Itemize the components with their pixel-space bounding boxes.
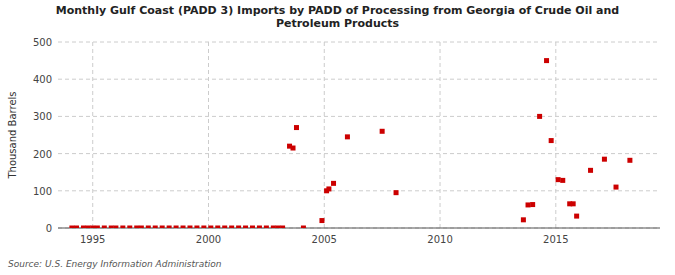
title-line: Monthly Gulf Coast (PADD 3) Imports by P… <box>56 4 619 17</box>
point <box>81 226 86 229</box>
point <box>301 226 306 229</box>
point <box>139 226 144 229</box>
point <box>167 226 172 229</box>
point <box>537 114 542 119</box>
point <box>181 226 186 229</box>
grid-line-y <box>58 116 660 117</box>
point <box>174 226 179 229</box>
x-tick-label: 2010 <box>427 234 452 245</box>
point <box>86 226 91 229</box>
point <box>602 157 607 162</box>
point <box>544 58 549 63</box>
grid-line-y <box>58 79 660 80</box>
point <box>187 226 192 229</box>
y-tick-label: 200 <box>33 149 52 160</box>
point <box>120 226 125 229</box>
point <box>331 181 336 186</box>
point <box>215 226 220 229</box>
point <box>574 214 579 219</box>
point <box>90 226 95 229</box>
point <box>113 226 118 229</box>
point <box>521 217 526 222</box>
point <box>326 186 331 191</box>
point <box>69 226 74 229</box>
point <box>614 185 619 190</box>
point <box>109 226 114 229</box>
point <box>526 202 531 207</box>
point <box>236 226 241 229</box>
point <box>74 226 79 229</box>
point <box>208 226 213 229</box>
point <box>257 226 262 229</box>
point <box>560 178 565 183</box>
x-tick-label: 1995 <box>80 234 105 245</box>
point <box>530 202 535 207</box>
y-axis-label: Thousand Barrels <box>7 91 18 179</box>
grid-line-y <box>58 42 660 43</box>
point <box>160 226 165 229</box>
y-tick-label: 100 <box>33 186 52 197</box>
point <box>102 226 107 229</box>
x-tick-label: 2000 <box>196 234 221 245</box>
point <box>95 226 100 229</box>
point <box>275 226 280 229</box>
point <box>588 168 593 173</box>
grid-line-x <box>208 42 209 228</box>
point <box>627 158 632 163</box>
title: Monthly Gulf Coast (PADD 3) Imports by P… <box>56 4 619 30</box>
points <box>69 58 632 228</box>
point <box>280 226 285 229</box>
grid-line-x <box>440 42 441 228</box>
point <box>222 226 227 229</box>
point <box>571 201 576 206</box>
source: Source: U.S. Energy Information Administ… <box>8 259 222 269</box>
point <box>549 138 554 143</box>
grid <box>58 42 660 228</box>
point <box>291 146 296 151</box>
grid-line-x <box>324 42 325 228</box>
point <box>556 177 561 182</box>
y-tick-label: 0 <box>46 223 52 234</box>
point <box>394 190 399 195</box>
chart: Monthly Gulf Coast (PADD 3) Imports by P… <box>0 0 675 275</box>
y-tick-label: 300 <box>33 111 52 122</box>
x-tick-label: 2015 <box>543 234 568 245</box>
point <box>229 226 234 229</box>
grid-line-x <box>92 42 93 228</box>
point <box>264 226 269 229</box>
y-tick-label: 400 <box>33 74 52 85</box>
x-tick-label: 2005 <box>312 234 337 245</box>
title-line: Petroleum Products <box>276 17 400 30</box>
point <box>250 226 255 229</box>
grid-line-y <box>58 153 660 154</box>
point <box>345 134 350 139</box>
point <box>201 226 206 229</box>
point <box>294 125 299 130</box>
point <box>243 226 248 229</box>
point <box>271 226 276 229</box>
point <box>319 218 324 223</box>
point <box>146 226 151 229</box>
point <box>194 226 199 229</box>
grid-line-y <box>58 190 660 191</box>
point <box>134 226 139 229</box>
point <box>127 226 132 229</box>
point <box>153 226 158 229</box>
grid-line-x <box>555 42 556 228</box>
point <box>380 129 385 134</box>
y-tick-label: 500 <box>33 37 52 48</box>
